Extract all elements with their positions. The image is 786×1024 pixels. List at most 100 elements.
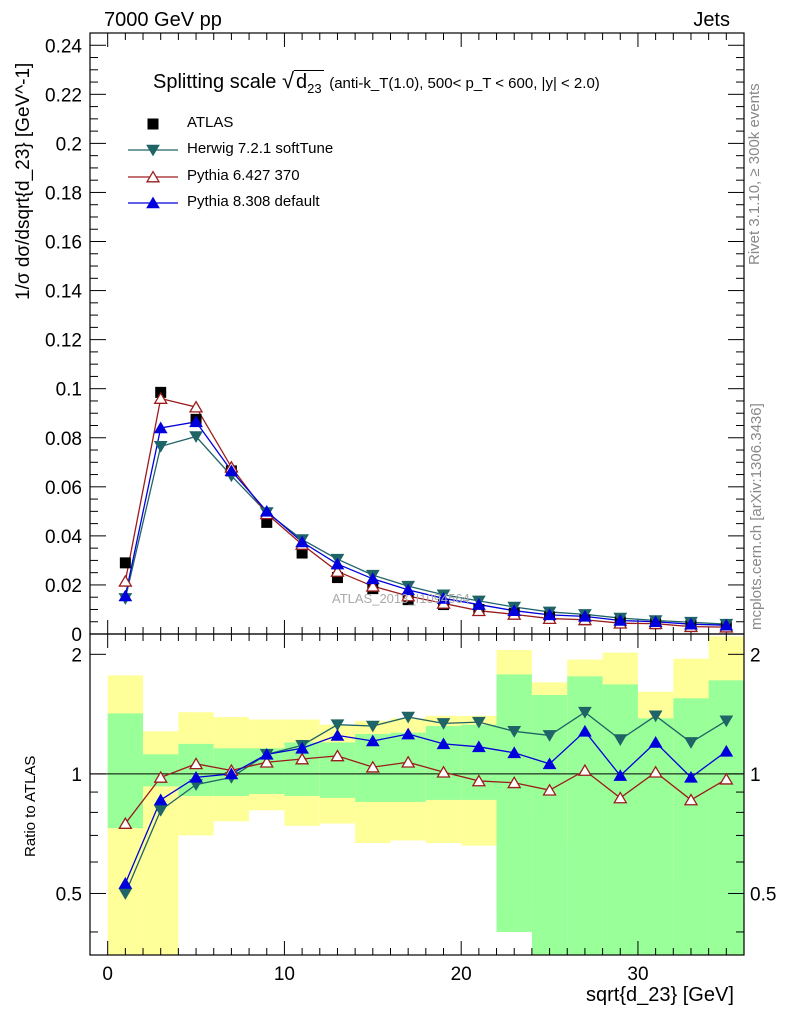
y-tick-label: 0.24 — [45, 36, 82, 57]
legend-label-pythia6: Pythia 6.427 370 — [187, 167, 300, 184]
legend-marker-pythia6 — [145, 170, 161, 183]
data-point-pythia6 — [153, 391, 168, 404]
ratio-band-inner — [425, 725, 462, 800]
series-line-pythia6 — [124, 397, 727, 628]
ratio-point-pythia8 — [259, 747, 274, 760]
ratio-point-pythia6 — [507, 776, 522, 789]
data-point-pythia8 — [578, 609, 592, 622]
ratio-point-pythia8 — [648, 736, 663, 748]
x-axis-label: sqrt{d_23} [GeV] — [586, 984, 734, 1006]
ratio-point-pythia8 — [684, 770, 698, 783]
data-point-pythia8 — [224, 464, 239, 477]
analysis-watermark: ATLAS_2013_I1094564 — [332, 591, 470, 606]
ratio-point-pythia8 — [401, 727, 416, 740]
ratio-point-pythia6 — [577, 763, 593, 776]
series-line-pythia8 — [124, 421, 727, 626]
y-tick-label: 0.2 — [56, 134, 82, 155]
data-point-pythia8 — [471, 598, 486, 610]
ratio-point-pythia6 — [118, 816, 133, 829]
data-point-atlas — [261, 516, 273, 528]
y-tick-label: 0.08 — [45, 429, 82, 450]
ratio-point-pythia8 — [189, 770, 203, 783]
ratio-band-inner — [496, 674, 532, 932]
ratio-point-pythia8 — [613, 769, 628, 781]
data-point-pythia8 — [118, 589, 133, 602]
ratio-point-pythia6 — [471, 774, 487, 787]
data-point-pythia6 — [330, 564, 345, 577]
ratio-point-pythia8 — [542, 757, 557, 770]
ratio-line-pythia6 — [124, 755, 727, 824]
ratio-point-pythia8 — [365, 734, 380, 747]
ratio-point-herwig — [648, 710, 663, 723]
data-point-pythia6 — [188, 400, 204, 413]
ratio-plot-frame — [89, 633, 745, 956]
ratio-point-herwig — [578, 706, 592, 719]
y-tick-label: 0.16 — [45, 233, 82, 254]
ratio-point-pythia8 — [436, 737, 451, 750]
ratio-point-pythia8 — [330, 729, 345, 741]
y-tick-label: 0 — [71, 625, 82, 646]
legend-label-herwig: Herwig 7.2.1 softTune — [187, 140, 334, 157]
y-tick-label: 0.06 — [45, 478, 82, 499]
data-point-pythia6 — [118, 574, 133, 587]
data-point-pythia8 — [401, 583, 416, 596]
ratio-y-axis-label: Ratio to ATLAS — [22, 755, 39, 857]
mcplots-source-label: mcplots.cern.ch [arXiv:1306.3436] — [748, 403, 765, 630]
ratio-y-tick-label-right: 1 — [750, 765, 761, 786]
ratio-point-herwig — [507, 726, 522, 738]
ratio-point-pythia8 — [507, 746, 522, 759]
data-point-pythia6 — [401, 589, 416, 602]
ratio-point-pythia8 — [471, 740, 486, 753]
chart-title-cuts: (anti-k_T(1.0), 500< p_T < 600, |y| < 2.… — [329, 75, 600, 92]
ratio-point-herwig — [330, 719, 345, 732]
data-point-pythia8 — [648, 615, 663, 628]
ratio-y-tick-label-right: 0.5 — [750, 884, 776, 905]
ratio-point-pythia8 — [153, 793, 168, 806]
ratio-point-pythia6 — [153, 770, 168, 783]
x-tick-label: 10 — [274, 964, 295, 985]
x-tick-label: 20 — [451, 964, 472, 985]
data-point-pythia8 — [259, 504, 274, 517]
ratio-point-pythia6 — [294, 752, 310, 765]
ratio-y-tick-label: 1 — [71, 765, 82, 786]
data-point-pythia8 — [436, 592, 451, 604]
data-point-pythia8 — [330, 557, 345, 570]
data-point-pythia8 — [153, 421, 168, 434]
ratio-point-pythia6 — [259, 755, 274, 768]
data-point-atlas — [119, 557, 131, 569]
ratio-point-herwig — [365, 720, 380, 733]
y-tick-label: 0.02 — [45, 576, 82, 597]
ratio-band-inner — [567, 676, 603, 955]
legend-label-atlas: ATLAS — [187, 114, 234, 131]
y-axis-label: 1/σ dσ/dsqrt{d_23} [GeV^-1] — [13, 62, 34, 300]
ratio-point-pythia6 — [683, 793, 699, 806]
ratio-point-herwig — [719, 715, 734, 728]
ratio-point-pythia8 — [118, 877, 133, 889]
ratio-band-inner — [107, 713, 144, 829]
ratio-point-pythia8 — [295, 741, 309, 754]
data-point-pythia8 — [295, 535, 309, 548]
y-tick-label: 0.1 — [56, 380, 82, 401]
header-process-label: Jets — [693, 9, 730, 31]
data-point-pythia8 — [719, 618, 734, 631]
ratio-point-pythia6 — [188, 757, 204, 770]
x-tick-label: 30 — [627, 964, 648, 985]
series-line-herwig — [124, 435, 727, 625]
ratio-point-herwig — [436, 718, 451, 730]
chart-title: Splitting scale √ d23 (anti-k_T(1.0), 500… — [153, 68, 600, 96]
x-tick-label: 0 — [102, 964, 113, 985]
data-point-atlas — [296, 547, 308, 559]
legend-label-pythia8: Pythia 8.308 default — [187, 193, 320, 210]
chart-title-main: Splitting scale — [153, 71, 277, 93]
ratio-point-herwig — [471, 716, 486, 729]
ratio-point-pythia6 — [330, 749, 345, 762]
data-point-pythia6 — [471, 604, 487, 617]
ratio-y-tick-label-right: 2 — [750, 645, 761, 666]
data-point-herwig — [189, 431, 203, 443]
y-tick-label: 0.12 — [45, 331, 82, 352]
data-point-pythia8 — [613, 614, 628, 626]
ratio-point-pythia8 — [578, 724, 592, 737]
ratio-point-pythia6 — [436, 765, 451, 778]
ratio-point-herwig — [401, 711, 416, 724]
y-tick-label: 0.14 — [45, 282, 82, 303]
